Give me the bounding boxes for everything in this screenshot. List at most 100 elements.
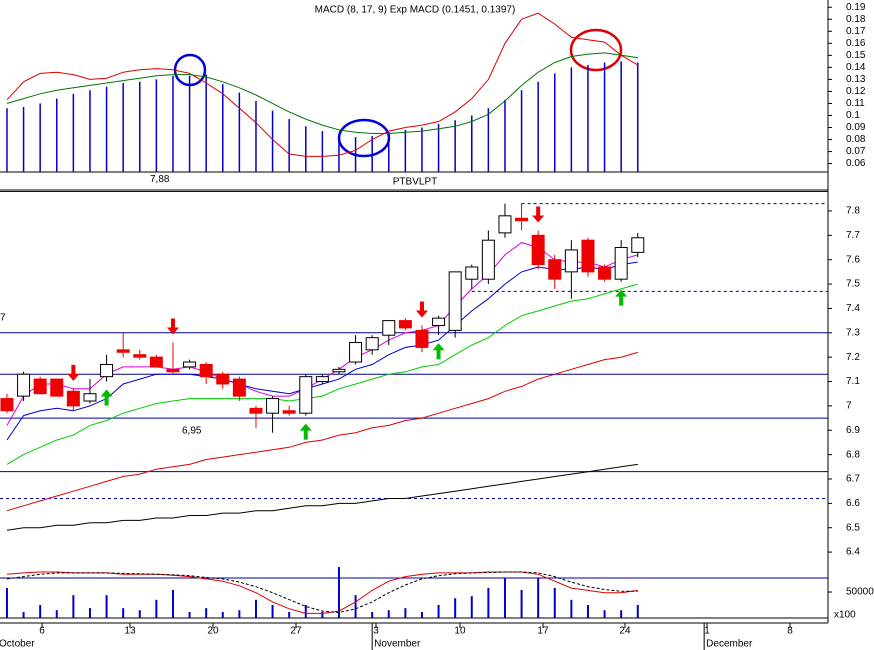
y-tick-label: 50000	[846, 587, 874, 598]
sell-arrow	[532, 206, 545, 223]
x-tick-label: 8	[787, 626, 793, 637]
y-tick-label: 0.15	[846, 50, 866, 61]
x-tick-label: 13	[124, 626, 136, 637]
candle-body	[332, 368, 346, 373]
level-label: 7	[0, 312, 6, 323]
x-tick-label: 20	[207, 626, 219, 637]
candle-body	[564, 249, 578, 273]
y-tick-label: 7	[846, 401, 852, 412]
y-tick-label: 0.09	[846, 122, 866, 133]
y-tick-label: 7.4	[846, 303, 860, 314]
x-tick-label: 1	[704, 626, 710, 637]
candle-body	[100, 363, 114, 378]
candle-body	[232, 378, 246, 397]
y-tick-label: 0.17	[846, 26, 866, 37]
candle-body	[149, 356, 163, 368]
candle-body	[33, 378, 47, 395]
y-tick-label: 7.3	[846, 327, 860, 338]
candle-body	[249, 407, 263, 414]
buy-arrow	[299, 423, 312, 440]
month-label: November	[374, 639, 421, 650]
macd-line	[6, 12, 639, 157]
y-tick-label: 0.18	[846, 14, 866, 25]
candle-body	[183, 361, 197, 368]
candle-body	[349, 342, 363, 363]
y-tick-label: 7.6	[846, 254, 860, 265]
candle-body	[498, 215, 512, 234]
candle-body	[548, 259, 562, 280]
x-tick-label: 10	[454, 626, 466, 637]
x-tick-label: 24	[619, 626, 631, 637]
sell-arrow	[415, 301, 428, 318]
candle-body	[315, 376, 329, 383]
candle-body	[83, 393, 97, 402]
moving-average	[6, 261, 638, 441]
candle-body	[398, 320, 412, 329]
y-tick-label: 0.08	[846, 134, 866, 145]
y-tick-label: 0.11	[846, 98, 865, 109]
y-tick-label: 0.19	[846, 2, 866, 13]
y-tick-label: 0.14	[846, 62, 866, 73]
candle-body	[166, 368, 180, 373]
candle-body	[448, 271, 462, 331]
oscillator-line	[6, 571, 638, 614]
candle-body	[598, 266, 612, 280]
y-tick-label: 6.7	[846, 474, 860, 485]
y-tick-label: 0.07	[846, 146, 866, 157]
y-tick-label: 0.13	[846, 74, 866, 85]
candle-body	[116, 349, 130, 353]
y-tick-label: 7.1	[846, 376, 860, 387]
buy-arrow	[100, 389, 113, 406]
unit-label: x100	[834, 610, 856, 621]
candle-body	[17, 373, 31, 397]
candle-body	[465, 266, 479, 280]
month-label: October	[0, 639, 35, 650]
candle-body	[299, 376, 313, 414]
y-tick-label: 7.2	[846, 352, 860, 363]
sell-arrow	[67, 364, 80, 381]
candle-body	[415, 329, 429, 348]
y-tick-label: 0.16	[846, 38, 866, 49]
level-label: 6,95	[182, 426, 202, 437]
candle-body	[216, 373, 230, 385]
annotation-circle	[569, 28, 623, 72]
candle-body	[282, 410, 296, 414]
candle-body	[382, 320, 396, 336]
y-tick-label: 0.12	[846, 86, 866, 97]
candle-body	[481, 239, 495, 280]
y-tick-label: 6.4	[846, 547, 860, 558]
x-tick-label: 27	[290, 626, 302, 637]
y-tick-label: 7.8	[846, 206, 860, 217]
candle-body	[266, 398, 280, 414]
macd-line	[6, 52, 638, 134]
y-tick-label: 7.5	[846, 279, 860, 290]
buy-arrow	[432, 343, 445, 360]
level-label: 7,88	[150, 174, 170, 185]
candle-body	[0, 398, 14, 412]
chart-title: PTBVLPT	[393, 177, 437, 188]
y-tick-label: 0.06	[846, 158, 866, 169]
candle-body	[614, 247, 628, 280]
x-tick-label: 6	[39, 626, 45, 637]
candle-body	[133, 354, 147, 358]
y-tick-label: 7.7	[846, 230, 860, 241]
candle-body	[631, 237, 645, 253]
y-tick-label: 0.1	[846, 110, 860, 121]
sell-arrow	[166, 318, 179, 335]
buy-arrow	[615, 289, 628, 306]
x-tick-label: 17	[537, 626, 549, 637]
moving-average	[6, 351, 638, 512]
moving-average	[6, 463, 638, 531]
y-tick-label: 6.5	[846, 522, 860, 533]
month-label: December	[706, 639, 753, 650]
macd-title: MACD (8, 17, 9) Exp MACD (0.1451, 0.1397…	[315, 5, 516, 16]
candle-body	[581, 239, 595, 273]
candle-body	[50, 378, 64, 397]
candle-body	[432, 317, 446, 326]
y-tick-label: 6.9	[846, 425, 860, 436]
moving-average	[6, 283, 638, 465]
x-tick-label: 3	[373, 626, 379, 637]
candle-body	[531, 234, 545, 266]
candle-body	[199, 363, 213, 378]
